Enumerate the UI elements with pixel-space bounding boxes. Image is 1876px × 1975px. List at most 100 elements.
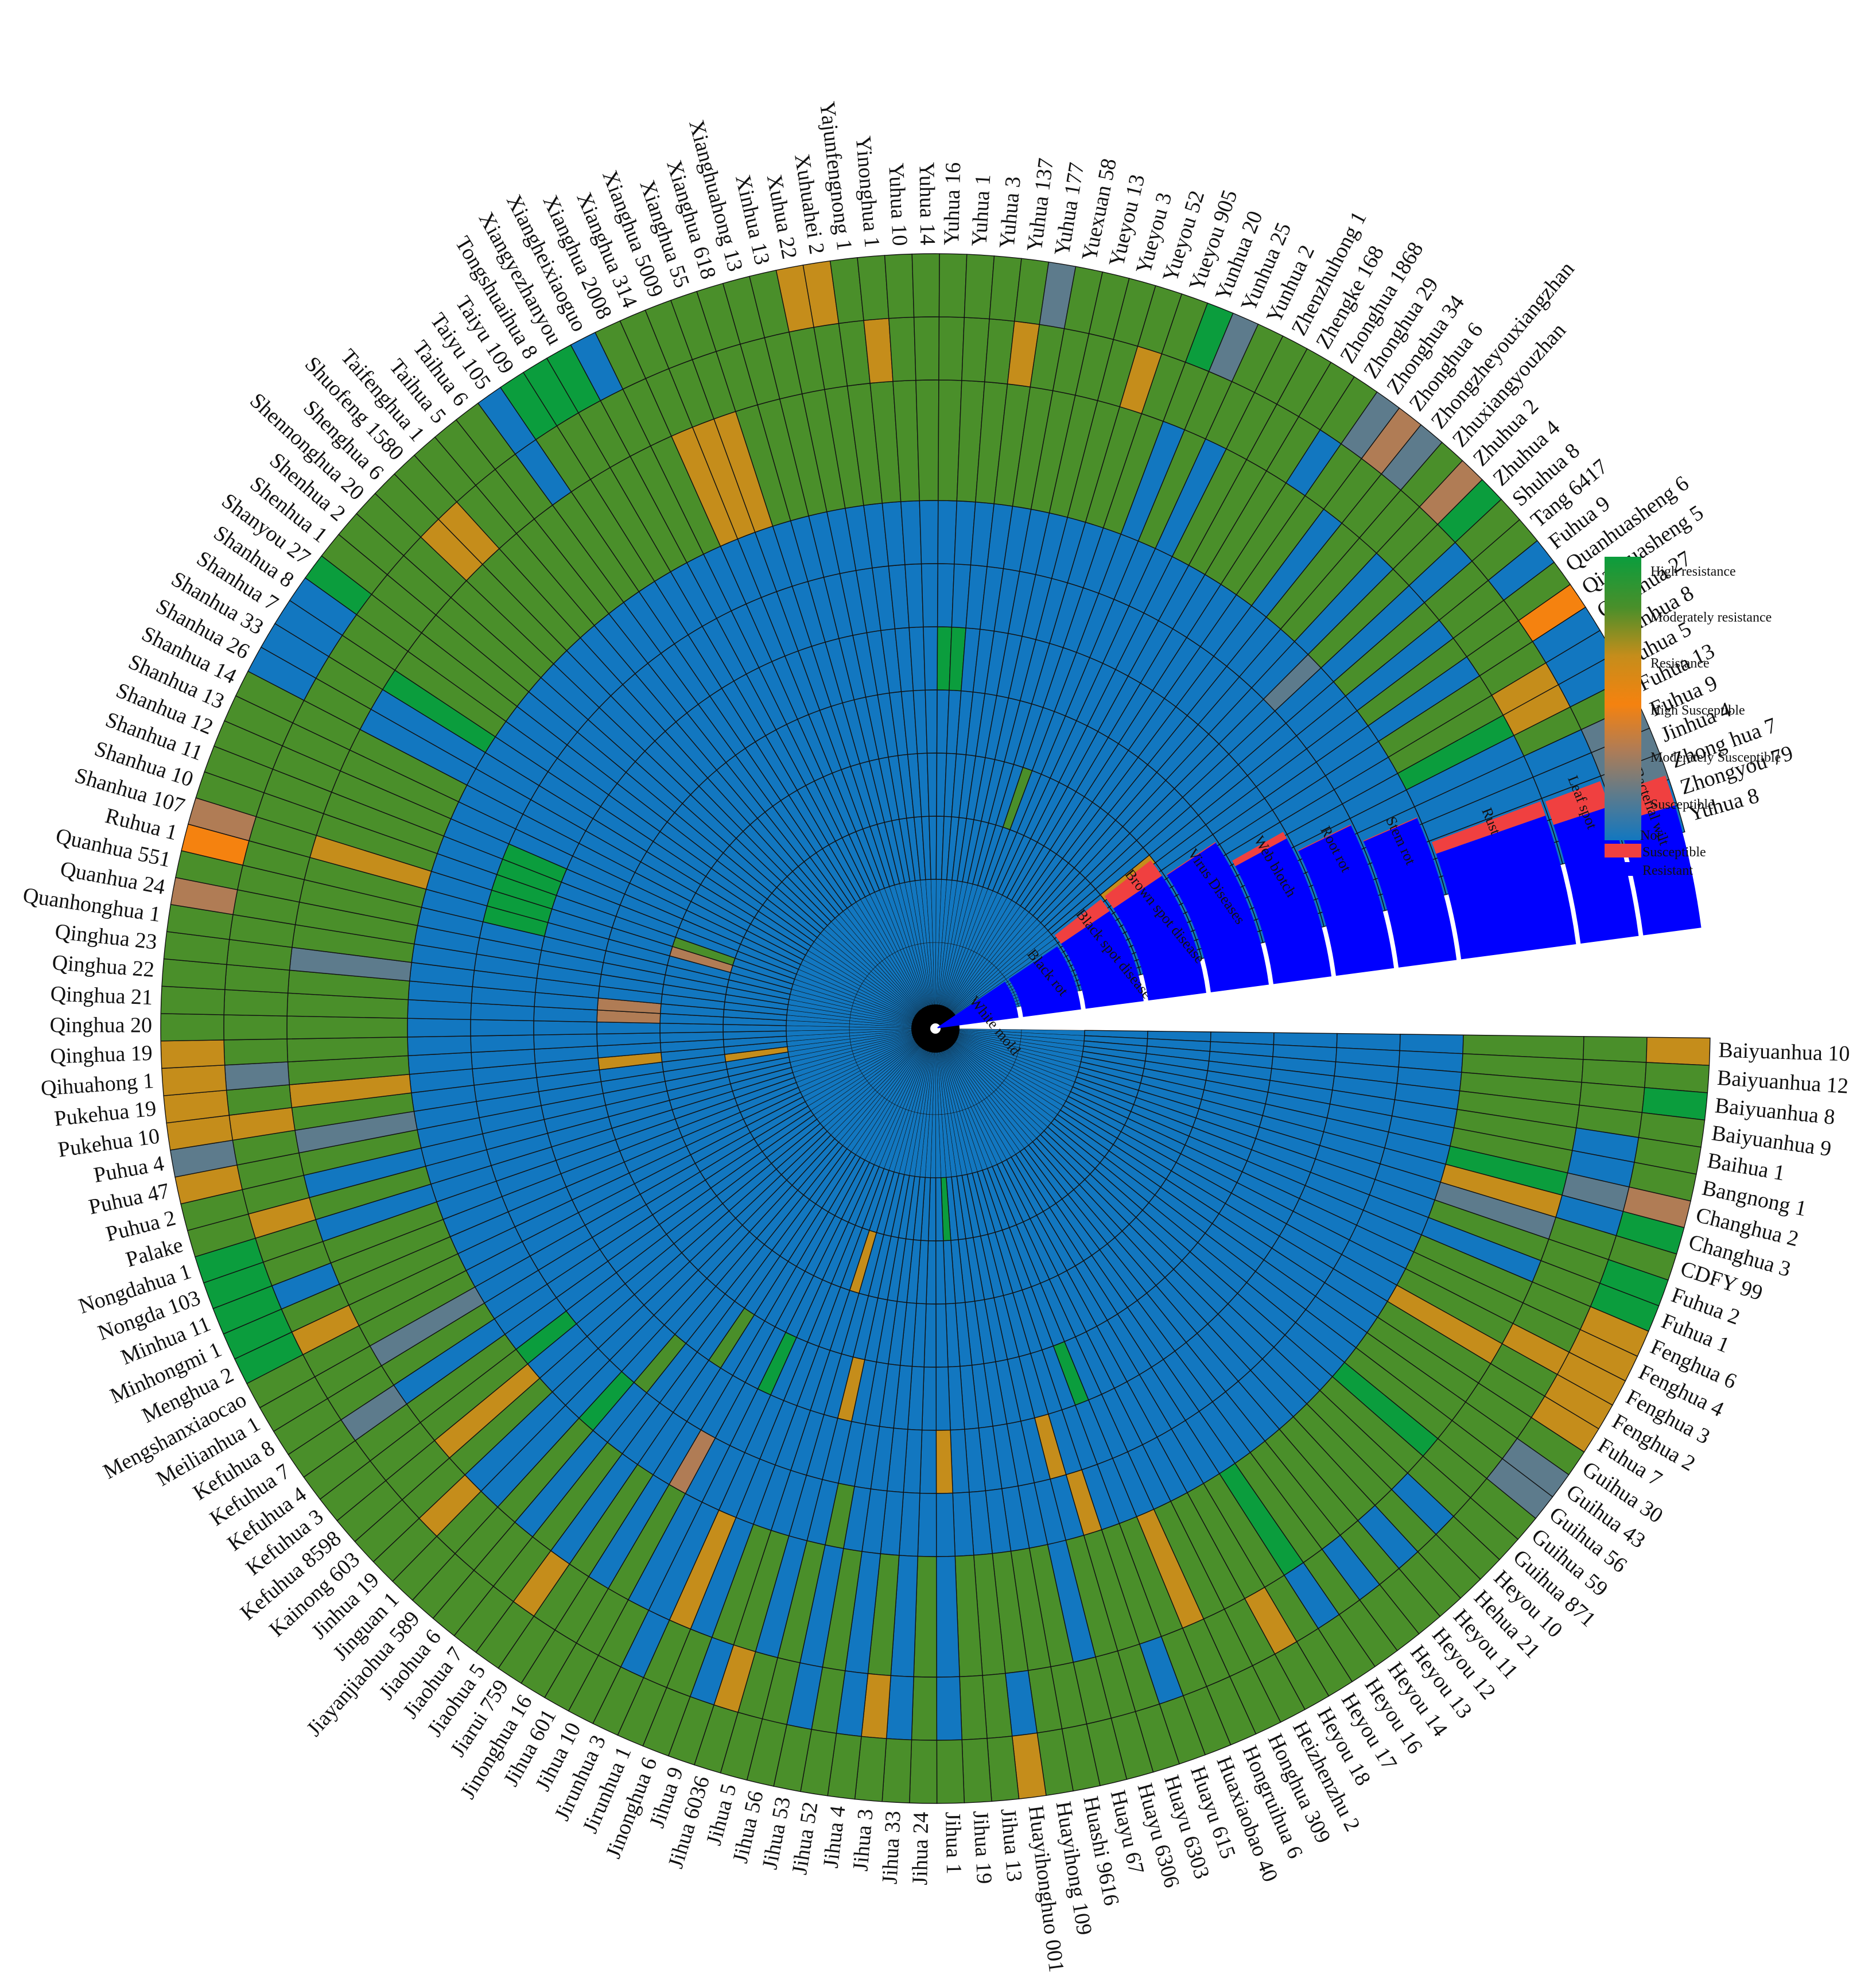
cell-jihua-24-leaf-spot [911, 1676, 938, 1741]
variety-label: Qinghua 19 [50, 1041, 153, 1069]
cell-xianghuahong-13-bacterial-wilt [722, 276, 766, 345]
cell-jihua-3-bacterial-wilt [854, 1736, 887, 1802]
cell-changhua-3-bacterial-wilt [1615, 1210, 1685, 1255]
cell-fenghua-4-bacterial-wilt [1568, 1329, 1638, 1382]
cell-shanhua-10-bacterial-wilt [195, 771, 265, 817]
bar-resistant-white-mold [937, 981, 1019, 1029]
cell-jihua-53-bacterial-wilt [773, 1724, 812, 1792]
cell-jirunhua-1-bacterial-wilt [617, 1677, 667, 1747]
cell-jihua-10-bacterial-wilt [568, 1655, 622, 1724]
center-dot [930, 1023, 941, 1034]
cell-jinhua-19-bacterial-wilt [372, 1518, 438, 1582]
cell-heyou-12-bacterial-wilt [1379, 1567, 1441, 1635]
cell-qinghua-20-virus-diseases [596, 1021, 661, 1035]
cell-puhua-47-bacterial-wilt [174, 1164, 243, 1205]
cell-qinghua-19-stem-rot [407, 1035, 472, 1057]
cell-meilianhua-1-bacterial-wilt [259, 1376, 328, 1432]
cell-heyou-10-bacterial-wilt [1435, 1515, 1500, 1580]
cell-xinhua-13-bacterial-wilt [749, 270, 790, 339]
cell-jihua-56-bacterial-wilt [746, 1718, 787, 1787]
cell-jihua-9-bacterial-wilt [667, 1696, 714, 1766]
cell-qinghua-20-brown-spot-disease [659, 1023, 724, 1034]
cell-zhonghua-29-bacterial-wilt [1319, 376, 1378, 445]
cell-jiaohua-7-bacterial-wilt [453, 1585, 514, 1653]
cell-jihua-1-stem-rot [935, 1492, 956, 1557]
cell-pukehua-10-bacterial-wilt [166, 1115, 234, 1151]
cell-yuhua-14-virus-diseases [925, 689, 938, 754]
cell-fuhua-1-bacterial-wilt [1590, 1282, 1660, 1332]
cell-yuhua-137-bacterial-wilt [1014, 258, 1050, 325]
cell-qinghua-19-leaf-spot [223, 1038, 289, 1066]
variety-label: Yuhua 3 [995, 176, 1026, 250]
bar-susceptible-brown-spot-disease [1104, 860, 1162, 909]
cell-qinghua-20-rust [286, 1015, 408, 1039]
bar-susceptible-rust [1432, 801, 1546, 854]
cell-puhua-4-bacterial-wilt [169, 1139, 238, 1178]
cell-shennonghua-20-bacterial-wilt [356, 492, 422, 556]
cell-quanhuasheng-6-bacterial-wilt [1503, 561, 1571, 622]
cell-qianhuasheng-5-bacterial-wilt [1518, 584, 1586, 642]
cell-guihua-30-bacterial-wilt [1516, 1417, 1585, 1476]
cell-yueyou-905-bacterial-wilt [1161, 293, 1209, 363]
legend-label-not: Not [1640, 828, 1661, 843]
cell-xuhua-22-bacterial-wilt [775, 265, 814, 333]
cell-taifenghua-1-bacterial-wilt [413, 436, 476, 503]
cell-yinonghua-1-bacterial-wilt [857, 255, 890, 321]
cell-menghua-2-bacterial-wilt [234, 1331, 304, 1384]
cell-jihua-1-virus-diseases [935, 1303, 949, 1368]
variety-label: Jihua 4 [819, 1805, 850, 1869]
variety-label: Yuhua 10 [884, 162, 912, 246]
cell-taiyu-105-bacterial-wilt [477, 386, 537, 455]
cell-huashi-9616-bacterial-wilt [1061, 1723, 1101, 1792]
cell-jihua-19-bacterial-wilt [961, 1737, 992, 1803]
cell-cdfy-99-bacterial-wilt [1607, 1235, 1677, 1281]
cell-yuhua-16-stem-rot [937, 500, 958, 565]
cell-zhuhua-2-bacterial-wilt [1419, 460, 1483, 525]
cell-jinonghua-16-bacterial-wilt [521, 1629, 577, 1698]
bar-resistant-leaf-spot [1553, 806, 1639, 944]
cell-zhengke-168-bacterial-wilt [1276, 348, 1332, 417]
cell-baiyuanhua-12-bacterial-wilt [1644, 1062, 1710, 1093]
cell-xianghua-314-bacterial-wilt [619, 309, 670, 379]
cell-shanhua-26-bacterial-wilt [247, 646, 317, 701]
cell-fenghua-2-bacterial-wilt [1544, 1373, 1613, 1430]
cell-taihua-5-bacterial-wilt [434, 419, 496, 486]
cell-xianghua-5009-bacterial-wilt [644, 300, 693, 370]
cell-kainong-603-bacterial-wilt [354, 1499, 420, 1563]
variety-label: Qihuahong 1 [40, 1069, 155, 1101]
cell-baiyuanhua-9-bacterial-wilt [1638, 1112, 1706, 1148]
cell-yuhua-14-leaf-spot [913, 316, 940, 381]
bar-resistant-virus-diseases [1167, 843, 1269, 992]
cell-jihua-52-bacterial-wilt [800, 1729, 837, 1796]
cell-yuhua-14-bacterial-wilt [911, 253, 940, 318]
bar-resistant-black-rot [1008, 946, 1081, 1017]
cell-baiyuanhua-10-leaf-spot [1582, 1036, 1648, 1063]
bar-susceptible-web-blotch [1232, 832, 1287, 867]
cell-yuhua-10-bacterial-wilt [884, 253, 915, 319]
cell-heyou-17-bacterial-wilt [1296, 1628, 1353, 1697]
bar-resistant-stem-rot [1363, 818, 1457, 968]
cell-kefuhua-8598-bacterial-wilt [336, 1480, 403, 1542]
cell-qinghua-19-bacterial-wilt [160, 1039, 226, 1069]
cell-jihua-5-bacterial-wilt [720, 1712, 763, 1781]
cell-qinghua-21-bacterial-wilt [160, 985, 226, 1015]
cell-qinghua-20-leaf-spot [223, 1014, 288, 1041]
cell-guihua-43-bacterial-wilt [1501, 1438, 1570, 1497]
cell-shanhua-13-bacterial-wilt [224, 695, 294, 747]
bar-susceptible-virus-diseases [1166, 841, 1216, 875]
cell-shenghua-6-bacterial-wilt [374, 473, 440, 538]
cell-shenhua-2-bacterial-wilt [338, 513, 405, 576]
bar-resistant-brown-spot-disease [1113, 875, 1206, 1001]
cell-heizhenzhu-2-bacterial-wilt [1252, 1653, 1306, 1723]
cell-yuhua-10-leaf-spot [888, 316, 916, 382]
cell-xiangyezhanyou-bacterial-wilt [546, 344, 601, 414]
cell-jihua-33-bacterial-wilt [881, 1738, 912, 1803]
cell-honghua-309-bacterial-wilt [1229, 1665, 1281, 1735]
cell-jiayanjiaohua-589-bacterial-wilt [411, 1553, 475, 1619]
cell-jihua-24-bacterial-wilt [909, 1739, 938, 1804]
cell-puhua-2-bacterial-wilt [180, 1189, 249, 1231]
cell-huayu-6303-bacterial-wilt [1135, 1704, 1180, 1773]
cell-fenghua-3-bacterial-wilt [1556, 1352, 1626, 1406]
cell-xianghua-55-bacterial-wilt [670, 290, 717, 360]
